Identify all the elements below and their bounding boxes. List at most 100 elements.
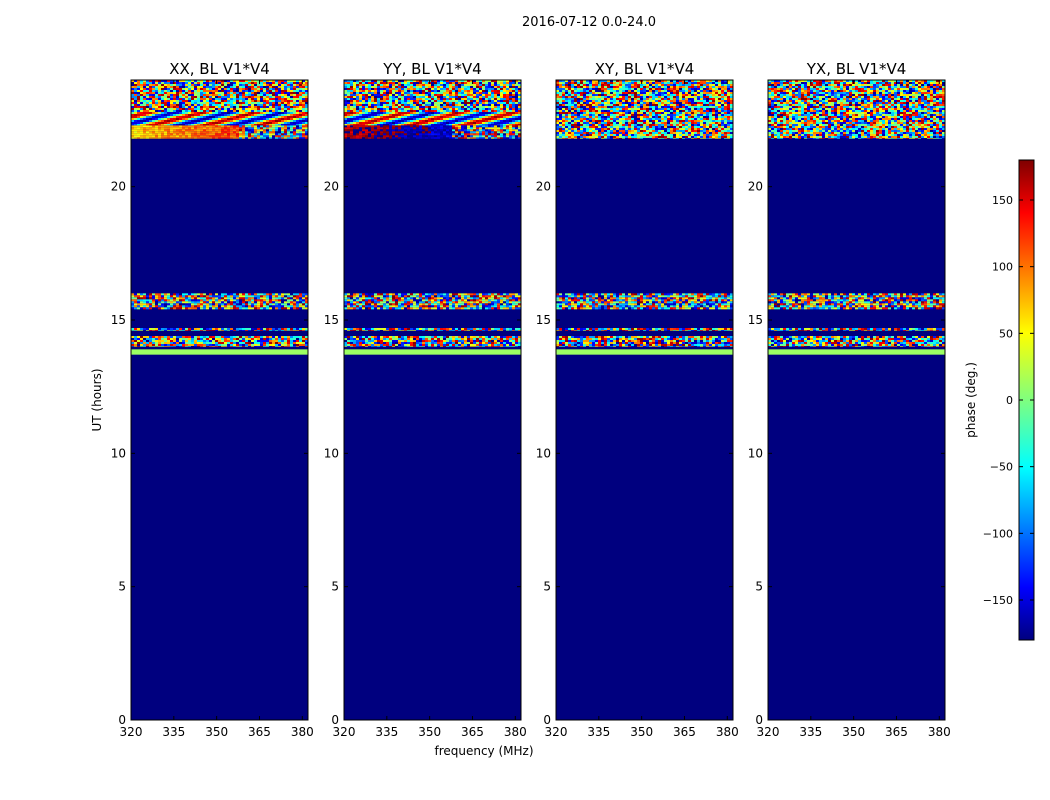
band-cell bbox=[155, 114, 158, 116]
band-cell bbox=[185, 342, 188, 344]
band-cell bbox=[218, 80, 221, 82]
band-cell bbox=[485, 342, 488, 344]
band-cell bbox=[350, 338, 353, 340]
band-cell bbox=[506, 328, 509, 330]
band-cell bbox=[485, 114, 488, 116]
band-cell bbox=[407, 116, 410, 118]
band-cell bbox=[437, 137, 440, 139]
band-cell bbox=[203, 106, 206, 108]
band-cell bbox=[185, 118, 188, 120]
band-cell bbox=[467, 344, 470, 346]
band-cell bbox=[344, 307, 347, 310]
band-cell bbox=[212, 114, 215, 116]
band-cell bbox=[407, 336, 410, 338]
band-cell bbox=[248, 80, 251, 82]
band-cell bbox=[488, 328, 491, 330]
band-cell bbox=[500, 336, 503, 338]
band-cell bbox=[434, 133, 437, 136]
band-cell bbox=[266, 120, 269, 122]
band-cell bbox=[173, 127, 176, 130]
band-cell bbox=[350, 305, 353, 308]
band-cell bbox=[482, 84, 485, 86]
band-cell bbox=[137, 112, 140, 114]
band-cell bbox=[479, 133, 482, 136]
band-cell bbox=[299, 106, 302, 108]
band-cell bbox=[299, 293, 302, 296]
band-cell bbox=[296, 307, 299, 310]
band-cell bbox=[176, 88, 179, 90]
band-cell bbox=[464, 82, 467, 84]
band-cell bbox=[272, 100, 275, 102]
band-cell bbox=[221, 102, 224, 104]
band-cell bbox=[137, 98, 140, 100]
band-cell bbox=[392, 344, 395, 346]
band-cell bbox=[281, 330, 284, 331]
band-cell bbox=[260, 135, 263, 138]
band-cell bbox=[296, 303, 299, 306]
band-cell bbox=[200, 131, 203, 134]
band-cell bbox=[455, 336, 458, 338]
band-cell bbox=[182, 336, 185, 338]
band-cell bbox=[209, 122, 212, 124]
band-cell bbox=[188, 342, 191, 344]
band-cell bbox=[452, 135, 455, 138]
band-cell bbox=[149, 133, 152, 136]
band-cell bbox=[272, 114, 275, 116]
band-cell bbox=[467, 342, 470, 344]
band-cell bbox=[245, 104, 248, 106]
band-cell bbox=[377, 295, 380, 298]
band-cell bbox=[203, 118, 206, 120]
band-cell bbox=[233, 80, 236, 82]
band-cell bbox=[440, 303, 443, 306]
band-cell bbox=[506, 307, 509, 310]
band-cell bbox=[242, 110, 245, 112]
band-cell bbox=[422, 328, 425, 330]
band-cell bbox=[131, 108, 134, 110]
band-cell bbox=[164, 342, 167, 344]
band-cell bbox=[233, 307, 236, 310]
band-cell bbox=[380, 88, 383, 90]
band-cell bbox=[149, 104, 152, 106]
band-cell bbox=[431, 116, 434, 118]
band-cell bbox=[347, 346, 350, 347]
band-cell bbox=[491, 328, 494, 330]
band-cell bbox=[380, 118, 383, 120]
band-cell bbox=[194, 84, 197, 86]
band-cell bbox=[239, 104, 242, 106]
band-cell bbox=[188, 129, 191, 132]
band-cell bbox=[302, 124, 305, 126]
band-cell bbox=[368, 125, 371, 128]
band-cell bbox=[455, 129, 458, 132]
band-cell bbox=[443, 90, 446, 92]
band-cell bbox=[392, 94, 395, 96]
band-cell bbox=[302, 84, 305, 86]
band-cell bbox=[512, 82, 515, 84]
band-cell bbox=[470, 124, 473, 126]
band-cell bbox=[182, 307, 185, 310]
band-cell bbox=[350, 293, 353, 296]
band-cell bbox=[260, 125, 263, 128]
band-cell bbox=[149, 92, 152, 94]
band-cell bbox=[425, 88, 428, 90]
band-cell bbox=[194, 346, 197, 347]
band-cell bbox=[518, 297, 521, 300]
band-cell bbox=[452, 92, 455, 94]
band-cell bbox=[209, 299, 212, 302]
band-cell bbox=[191, 338, 194, 340]
band-cell bbox=[476, 127, 479, 130]
band-cell bbox=[458, 301, 461, 304]
band-cell bbox=[377, 330, 380, 331]
band-cell bbox=[425, 90, 428, 92]
band-cell bbox=[353, 293, 356, 296]
band-cell bbox=[212, 131, 215, 134]
band-cell bbox=[260, 114, 263, 116]
band-cell bbox=[377, 137, 380, 139]
band-cell bbox=[260, 104, 263, 106]
band-cell bbox=[266, 137, 269, 139]
band-cell bbox=[254, 301, 257, 304]
band-cell bbox=[194, 108, 197, 110]
band-cell bbox=[215, 293, 218, 296]
band-cell bbox=[428, 124, 431, 126]
band-cell bbox=[299, 80, 302, 82]
band-cell bbox=[380, 307, 383, 310]
